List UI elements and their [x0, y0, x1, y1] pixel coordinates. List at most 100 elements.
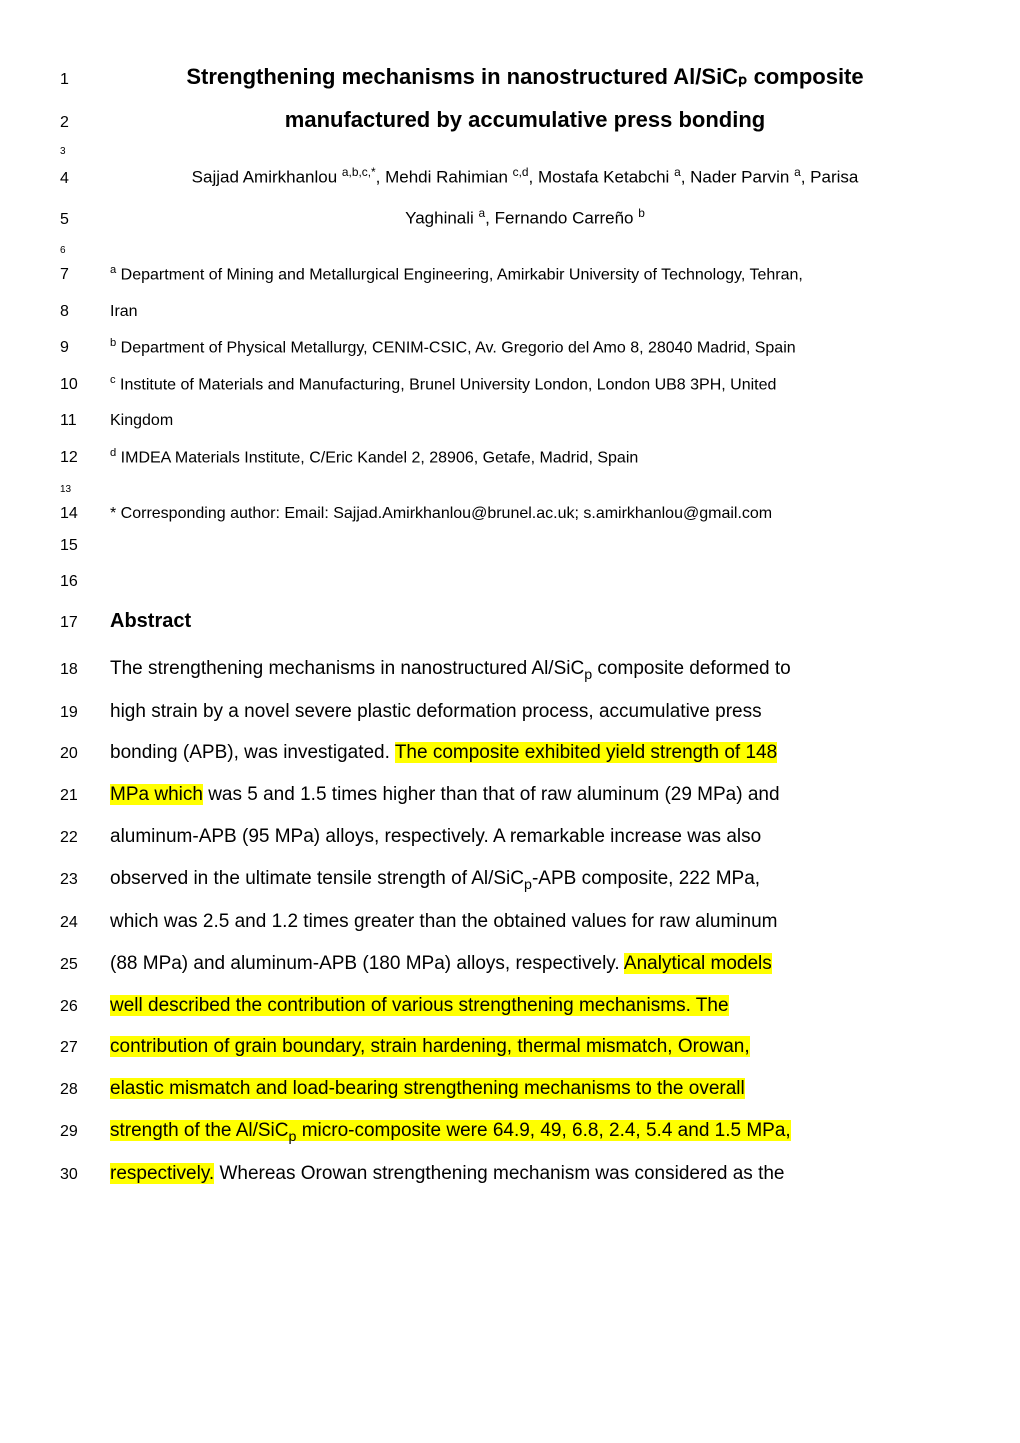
affil-sup: a,b,c,* — [342, 165, 376, 179]
text: strength of the Al/SiC — [110, 1120, 289, 1141]
text: The strengthening mechanisms in nanostru… — [110, 658, 584, 679]
affil-text: IMDEA Materials Institute, C/Eric Kandel… — [116, 449, 638, 466]
line-30: 30 respectively. Whereas Orowan strength… — [60, 1153, 940, 1195]
blank-line — [110, 565, 940, 597]
line-number: 7 — [60, 266, 110, 284]
subscript: p — [524, 877, 532, 893]
line-24: 24 which was 2.5 and 1.2 times greater t… — [60, 901, 940, 943]
subscript: p — [584, 666, 592, 682]
line-number: 24 — [60, 914, 110, 932]
blank-line — [110, 529, 940, 561]
line-28: 28 elastic mismatch and load-bearing str… — [60, 1068, 940, 1110]
author-text: Sajjad Amirkhanlou — [192, 168, 342, 187]
line-number: 5 — [60, 211, 110, 229]
line-number: 20 — [60, 745, 110, 763]
line-number: 29 — [60, 1123, 110, 1141]
line-number: 26 — [60, 998, 110, 1016]
affiliation-c-cont: Kingdom — [110, 406, 940, 436]
abstract-text: (88 MPa) and aluminum-APB (180 MPa) allo… — [110, 943, 940, 985]
line-7: 7 a Department of Mining and Metallurgic… — [60, 260, 940, 291]
line-number: 30 — [60, 1166, 110, 1184]
line-number: 3 — [60, 146, 110, 157]
line-18: 18 The strengthening mechanisms in nanos… — [60, 648, 940, 691]
affiliation-c: c Institute of Materials and Manufacturi… — [110, 370, 940, 401]
corresponding-author: * Corresponding author: Email: Sajjad.Am… — [110, 499, 940, 529]
line-6: 6 — [60, 241, 940, 260]
text: was 5 and 1.5 times higher than that of … — [203, 784, 780, 805]
line-26: 26 well described the contribution of va… — [60, 985, 940, 1027]
affil-sup: c,d — [513, 165, 529, 179]
abstract-text: elastic mismatch and load-bearing streng… — [110, 1068, 940, 1110]
line-21: 21 MPa which was 5 and 1.5 times higher … — [60, 774, 940, 816]
highlighted-text: Analytical models — [624, 953, 772, 974]
line-11: 11 Kingdom — [60, 406, 940, 436]
abstract-text: contribution of grain boundary, strain h… — [110, 1026, 940, 1068]
line-4: 4 Sajjad Amirkhanlou a,b,c,*, Mehdi Rahi… — [60, 161, 940, 194]
line-number: 13 — [60, 484, 110, 495]
affil-sup: a — [674, 165, 681, 179]
line-17: 17 Abstract — [60, 602, 940, 640]
line-number: 23 — [60, 871, 110, 889]
text: bonding (APB), was investigated. — [110, 742, 395, 763]
blank-line — [110, 480, 940, 499]
line-2: 2 manufactured by accumulative press bon… — [60, 103, 940, 136]
line-number: 14 — [60, 505, 110, 523]
line-20: 20 bonding (APB), was investigated. The … — [60, 732, 940, 774]
affil-text: Department of Mining and Metallurgical E… — [116, 266, 803, 283]
text: (88 MPa) and aluminum-APB (180 MPa) allo… — [110, 953, 624, 974]
line-number: 28 — [60, 1081, 110, 1099]
highlighted-text: respectively. — [110, 1163, 214, 1184]
line-number: 6 — [60, 245, 110, 256]
line-number: 8 — [60, 303, 110, 321]
abstract-text: high strain by a novel severe plastic de… — [110, 691, 940, 733]
line-16: 16 — [60, 565, 940, 597]
line-19: 19 high strain by a novel severe plastic… — [60, 691, 940, 733]
line-number: 11 — [60, 412, 110, 430]
author-text: , Mostafa Ketabchi — [529, 168, 675, 187]
line-22: 22 aluminum-APB (95 MPa) alloys, respect… — [60, 816, 940, 858]
author-text: Yaghinali — [405, 209, 478, 228]
line-number: 25 — [60, 956, 110, 974]
line-number: 1 — [60, 71, 110, 89]
affiliation-a-cont: Iran — [110, 297, 940, 327]
line-14: 14 * Corresponding author: Email: Sajjad… — [60, 499, 940, 529]
line-25: 25 (88 MPa) and aluminum-APB (180 MPa) a… — [60, 943, 940, 985]
blank-line — [110, 142, 940, 161]
author-text: , Fernando Carreño — [485, 209, 638, 228]
affiliation-d: d IMDEA Materials Institute, C/Eric Kand… — [110, 443, 940, 474]
affiliation-b: b Department of Physical Metallurgy, CEN… — [110, 333, 940, 364]
line-number: 19 — [60, 704, 110, 722]
author-text: , Parisa — [801, 168, 859, 187]
line-number: 15 — [60, 537, 110, 555]
highlighted-text: contribution of grain boundary, strain h… — [110, 1036, 750, 1057]
line-number: 10 — [60, 376, 110, 394]
line-number: 18 — [60, 661, 110, 679]
line-number: 17 — [60, 614, 110, 632]
line-13: 13 — [60, 480, 940, 499]
affiliation-a: a Department of Mining and Metallurgical… — [110, 260, 940, 291]
author-line-1: Sajjad Amirkhanlou a,b,c,*, Mehdi Rahimi… — [110, 161, 940, 194]
author-text: , Nader Parvin — [681, 168, 794, 187]
line-27: 27 contribution of grain boundary, strai… — [60, 1026, 940, 1068]
line-15: 15 — [60, 529, 940, 561]
title-line-2: manufactured by accumulative press bondi… — [110, 103, 940, 136]
abstract-text: well described the contribution of vario… — [110, 985, 940, 1027]
highlighted-text: The composite exhibited yield strength o… — [395, 742, 777, 763]
line-number: 22 — [60, 829, 110, 847]
blank-line — [110, 241, 940, 260]
line-12: 12 d IMDEA Materials Institute, C/Eric K… — [60, 443, 940, 474]
manuscript-page: 1 Strengthening mechanisms in nanostruct… — [0, 0, 1020, 1255]
line-number: 2 — [60, 114, 110, 132]
affil-text: Institute of Materials and Manufacturing… — [116, 376, 777, 393]
line-number: 9 — [60, 339, 110, 357]
affil-sup: a — [794, 165, 801, 179]
abstract-text: MPa which was 5 and 1.5 times higher tha… — [110, 774, 940, 816]
line-number: 16 — [60, 573, 110, 591]
abstract-text: aluminum-APB (95 MPa) alloys, respective… — [110, 816, 940, 858]
affil-sup: b — [638, 206, 645, 220]
line-1: 1 Strengthening mechanisms in nanostruct… — [60, 60, 940, 93]
author-line-2: Yaghinali a, Fernando Carreño b — [110, 202, 940, 235]
text: observed in the ultimate tensile strengt… — [110, 868, 524, 889]
abstract-text: strength of the Al/SiCp micro-composite … — [110, 1110, 940, 1153]
abstract-heading: Abstract — [110, 602, 940, 640]
